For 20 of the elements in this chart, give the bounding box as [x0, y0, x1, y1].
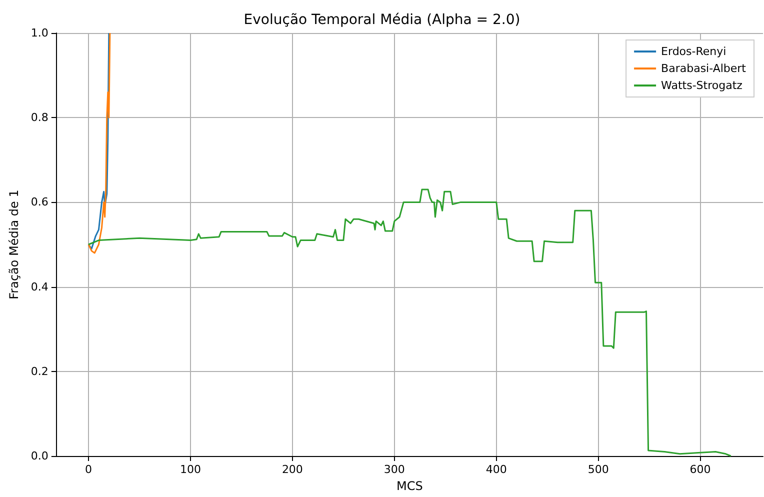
legend-label: Barabasi-Albert	[661, 62, 747, 75]
y-tick-label: 0.0	[30, 450, 48, 462]
x-tick-label: 100	[180, 463, 201, 476]
y-tick-label: 1.0	[30, 26, 48, 40]
y-axis-title: Fração Média de 1	[7, 190, 21, 300]
x-tick-label: 600	[690, 463, 711, 476]
x-tick-label: 500	[588, 463, 609, 476]
legend-label: Erdos-Renyi	[661, 45, 726, 58]
legend-label: Watts-Strogatz	[661, 79, 743, 92]
y-tick-label: 0.2	[30, 364, 48, 378]
y-tick-label: 0.6	[30, 196, 48, 209]
x-axis-title: MCS	[396, 479, 423, 493]
x-tick-label: 0	[85, 463, 92, 476]
chart-title: Evolução Temporal Média (Alpha = 2.0)	[244, 12, 520, 28]
x-tick-label: 200	[282, 463, 303, 476]
x-tick-label: 400	[486, 463, 507, 476]
y-tick-label: 0.4	[30, 280, 48, 294]
y-tick-label: 0.8	[30, 111, 48, 124]
x-tick-label: 300	[384, 463, 405, 476]
line-series	[88, 188, 732, 457]
